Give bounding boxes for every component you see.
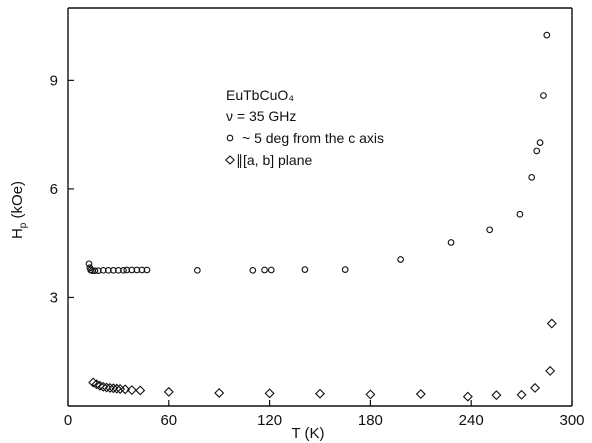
- data-point-diamond: [462, 391, 473, 402]
- y-axis-label-main: H: [9, 228, 26, 239]
- data-point-diamond: [264, 388, 275, 399]
- data-point-diamond: [111, 383, 122, 394]
- y-axis-label: Hp (kOe): [9, 181, 29, 239]
- data-point-circle: [533, 147, 541, 155]
- data-point-diamond: [546, 318, 557, 329]
- data-point-circle: [104, 266, 112, 274]
- data-point-diamond: [415, 389, 426, 400]
- data-point-diamond: [101, 382, 112, 393]
- data-point-circle: [528, 173, 536, 181]
- data-markers: [85, 31, 557, 402]
- data-point-diamond: [105, 382, 115, 393]
- plot-frame: [67, 7, 573, 407]
- data-point-circle: [540, 92, 547, 99]
- data-point-diamond: [545, 365, 556, 376]
- annotation-compound: EuTbCuO₄: [226, 87, 294, 103]
- x-axis-label: T (K): [291, 425, 324, 442]
- y-tick-label: 6: [50, 181, 58, 198]
- data-point-circle: [536, 139, 544, 146]
- annotation: EuTbCuO₄ ν = 35 GHz ~ 5 deg from the c a…: [225, 87, 384, 168]
- data-point-circle: [133, 266, 141, 274]
- y-axis-ticks: 3 6 9: [50, 72, 74, 306]
- data-point-diamond: [315, 388, 325, 399]
- data-point-diamond: [126, 385, 137, 396]
- data-point-circle: [99, 266, 107, 274]
- data-point-circle: [110, 266, 117, 274]
- data-point-circle: [447, 239, 455, 246]
- data-point-circle: [267, 266, 275, 274]
- data-point-circle: [543, 31, 551, 39]
- x-tick-label: 180: [358, 412, 383, 429]
- data-point-diamond: [94, 380, 105, 391]
- data-point-circle: [85, 260, 93, 268]
- legend-diamond-marker: [225, 155, 235, 165]
- data-point-diamond: [365, 389, 376, 400]
- annotation-frequency: ν = 35 GHz: [226, 108, 296, 124]
- x-tick-label: 0: [64, 412, 72, 429]
- annotation-circle-series: ~ 5 deg from the c axis: [242, 130, 384, 146]
- data-point-circle: [301, 266, 309, 273]
- data-point-diamond: [530, 382, 541, 393]
- data-point-diamond: [214, 387, 225, 398]
- data-point-circle: [249, 266, 257, 274]
- data-point-diamond: [491, 390, 502, 401]
- data-point-diamond: [120, 384, 131, 395]
- x-tick-label: 120: [257, 412, 282, 429]
- data-point-diamond: [91, 379, 102, 390]
- x-tick-label: 240: [459, 412, 484, 429]
- data-point-circle: [123, 266, 131, 274]
- data-point-circle: [128, 266, 136, 274]
- y-axis-label-unit: (kOe): [9, 181, 26, 223]
- y-axis-label-sub: p: [18, 222, 29, 228]
- x-tick-label: 60: [160, 412, 177, 429]
- data-point-diamond: [135, 385, 146, 396]
- data-point-circle: [341, 266, 349, 273]
- data-point-circle: [516, 210, 524, 218]
- x-tick-label: 300: [559, 412, 584, 429]
- y-tick-label: 3: [50, 289, 58, 306]
- data-point-diamond: [98, 381, 109, 392]
- data-point-circle: [115, 266, 122, 274]
- data-point-circle: [143, 266, 151, 274]
- data-point-circle: [397, 256, 404, 263]
- x-axis-ticks: 0 60 120 180 240 300: [64, 400, 585, 429]
- legend-circle-marker: [226, 134, 234, 142]
- data-point-circle: [194, 266, 201, 274]
- data-point-circle: [120, 266, 127, 274]
- data-point-diamond: [108, 383, 119, 394]
- data-point-circle: [261, 266, 268, 274]
- data-point-diamond: [163, 386, 174, 397]
- data-point-circle: [486, 226, 494, 234]
- data-point-circle: [138, 266, 146, 274]
- annotation-diamond-series: ∥[a, b] plane: [236, 152, 312, 168]
- y-tick-label: 9: [50, 72, 58, 89]
- data-point-diamond: [516, 389, 527, 400]
- data-point-circle: [91, 267, 99, 275]
